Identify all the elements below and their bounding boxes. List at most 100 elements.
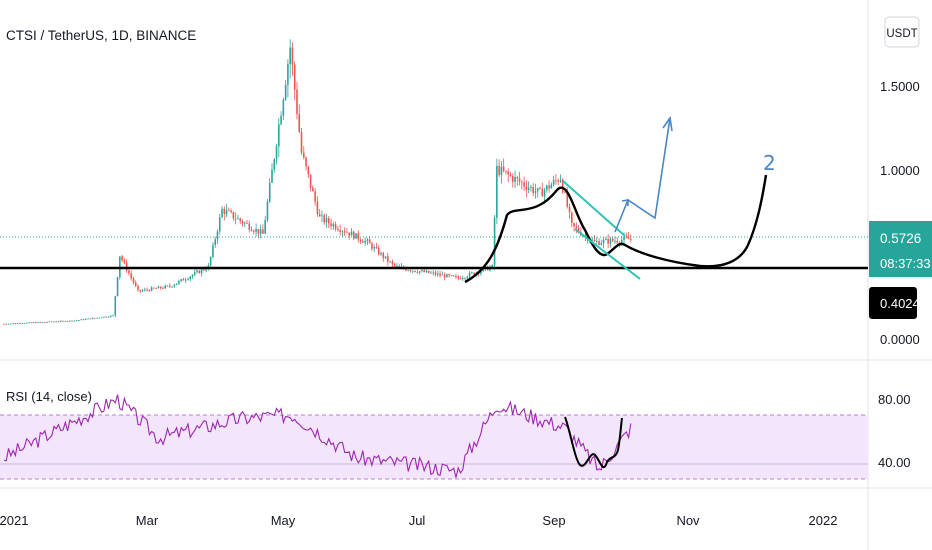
candle-body xyxy=(257,228,260,234)
candle-body xyxy=(630,239,632,240)
candle-body xyxy=(464,277,466,279)
candle-body xyxy=(64,320,67,322)
candle-body xyxy=(144,289,146,291)
symbol-title: CTSI / TetherUS, 1D, BINANCE xyxy=(6,28,196,43)
candle-body xyxy=(225,210,228,215)
candle-body xyxy=(439,273,441,276)
candle-body xyxy=(457,276,460,279)
candle-body xyxy=(412,270,414,272)
candle-body xyxy=(430,272,432,274)
candle-body xyxy=(359,239,362,242)
candle-body xyxy=(530,187,532,188)
candle-body xyxy=(502,166,505,171)
candle-body xyxy=(278,124,280,147)
candle-body xyxy=(275,146,278,160)
candle-body xyxy=(441,274,444,276)
candles-group xyxy=(3,39,632,325)
candle-body xyxy=(53,321,55,323)
rsi-drawing[interactable] xyxy=(564,416,623,469)
candle-body xyxy=(141,290,144,292)
candle-body xyxy=(405,268,407,271)
candle-body xyxy=(543,190,546,197)
annotation-number[interactable]: 2 xyxy=(763,151,776,175)
time-tick: Mar xyxy=(136,513,159,528)
current-price-value: 0.5726 xyxy=(880,231,921,246)
candle-body xyxy=(568,206,571,213)
candle-body xyxy=(94,317,96,319)
candle-body xyxy=(593,239,596,242)
candle-body xyxy=(321,215,323,217)
candle-body xyxy=(362,241,364,243)
candle-body xyxy=(482,268,485,272)
candle-body xyxy=(364,240,366,243)
candle-body xyxy=(121,256,123,261)
candle-body xyxy=(178,280,180,284)
time-tick: Jul xyxy=(409,513,426,528)
candle-body xyxy=(266,201,269,221)
candle-body xyxy=(446,274,448,278)
candle-body xyxy=(498,165,500,175)
candle-body xyxy=(396,266,398,267)
candle-body xyxy=(514,177,516,182)
candle-body xyxy=(116,277,119,296)
candle-body xyxy=(105,316,108,318)
candle-body xyxy=(318,213,321,217)
candle-body xyxy=(312,187,314,192)
candle-body xyxy=(407,270,410,272)
candle-body xyxy=(534,191,537,193)
candle-body xyxy=(109,315,112,317)
candle-body xyxy=(282,99,285,116)
candle-body xyxy=(337,229,339,231)
candle-body xyxy=(223,208,226,215)
candle-body xyxy=(500,166,503,175)
candle-body xyxy=(523,182,525,187)
candle-body xyxy=(461,278,464,279)
candle-body xyxy=(314,191,316,202)
candle-body xyxy=(432,272,435,274)
candle-body xyxy=(605,238,607,240)
candle-body xyxy=(41,321,44,323)
candle-body xyxy=(418,271,421,273)
wedge-lower-line[interactable] xyxy=(574,228,641,280)
candle-body xyxy=(153,287,155,289)
candle-body xyxy=(509,174,512,176)
candle-body xyxy=(82,319,85,321)
candle-body xyxy=(87,318,89,320)
candle-body xyxy=(203,269,205,271)
candle-body xyxy=(130,273,132,278)
candle-body xyxy=(334,224,337,230)
price-pane[interactable] xyxy=(0,0,868,360)
candle-body xyxy=(34,322,37,324)
candle-body xyxy=(119,256,121,278)
candle-body xyxy=(620,239,623,244)
candle-body xyxy=(618,242,621,244)
candle-body xyxy=(287,64,289,85)
candle-body xyxy=(173,284,176,287)
candle-body xyxy=(416,271,419,273)
currency-button[interactable] xyxy=(884,16,920,48)
candle-body xyxy=(305,157,307,167)
candle-body xyxy=(23,323,26,324)
candle-body xyxy=(196,270,198,273)
candle-body xyxy=(330,223,332,227)
candle-body xyxy=(598,241,600,245)
cup-pattern-drawing[interactable] xyxy=(464,174,768,284)
currency-button-label[interactable]: USDT xyxy=(886,28,917,40)
wedge-upper-line[interactable] xyxy=(562,180,626,237)
candle-body xyxy=(350,231,353,236)
candle-body xyxy=(193,272,196,275)
candle-body xyxy=(300,132,303,153)
candle-body xyxy=(473,272,475,275)
candle-body xyxy=(561,179,564,192)
candle-body xyxy=(466,276,469,278)
candle-body xyxy=(16,323,19,324)
candle-body xyxy=(103,316,105,318)
projection-arrow[interactable] xyxy=(614,117,671,233)
candle-body xyxy=(12,323,14,325)
candle-body xyxy=(289,47,291,65)
candle-body xyxy=(146,289,148,291)
candle-body xyxy=(218,217,221,232)
candle-body xyxy=(468,272,471,277)
candle-body xyxy=(368,239,371,244)
